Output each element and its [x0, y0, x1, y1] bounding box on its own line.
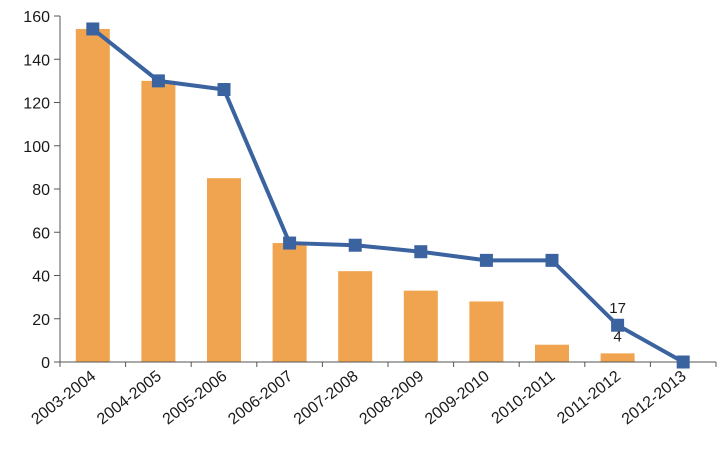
x-tick-label: 2009-2010: [422, 368, 493, 429]
y-tick-label: 160: [23, 9, 50, 26]
bar-2006-2007: [273, 243, 307, 362]
y-tick-label: 100: [23, 139, 50, 156]
x-axis-ticks: 2003-20042004-20052005-20062006-20072007…: [29, 362, 716, 428]
bar-2009-2010: [469, 301, 503, 362]
line-point-2007-2008: [349, 239, 362, 252]
x-tick-label: 2012-2013: [619, 368, 690, 429]
y-tick-label: 40: [32, 269, 50, 286]
x-tick-label: 2007-2008: [291, 368, 362, 429]
bar-2004-2005: [141, 81, 175, 362]
bar-2005-2006: [207, 178, 241, 362]
y-tick-label: 0: [41, 355, 50, 372]
line-point-2006-2007: [283, 237, 296, 250]
x-tick-label: 2005-2006: [160, 368, 231, 429]
line-point-2004-2005: [152, 74, 165, 87]
y-tick-label: 20: [32, 312, 50, 329]
bar-2011-2012: [601, 353, 635, 362]
y-tick-label: 80: [32, 182, 50, 199]
x-tick-label: 2004-2005: [94, 368, 165, 429]
line-series: [93, 29, 683, 362]
x-tick-label: 2010-2011: [489, 368, 559, 428]
y-tick-label: 120: [23, 96, 50, 113]
line-point-2008-2009: [414, 245, 427, 258]
line-point-2012-2013: [677, 356, 690, 369]
bar-2008-2009: [404, 291, 438, 362]
line-point-2010-2011: [546, 254, 559, 267]
line-series-path: [93, 29, 683, 362]
x-tick-label: 2003-2004: [29, 368, 100, 429]
x-tick-label: 2011-2012: [554, 368, 624, 428]
y-tick-label: 140: [23, 52, 50, 69]
data-label: 4: [613, 328, 621, 345]
bar-2010-2011: [535, 345, 569, 362]
line-point-2009-2010: [480, 254, 493, 267]
line-point-2005-2006: [218, 83, 231, 96]
y-axis-ticks: 0 20 40 60 80 100 120 140 160: [23, 9, 60, 372]
data-label: 17: [609, 300, 626, 317]
x-tick-label: 2006-2007: [225, 368, 296, 429]
y-tick-label: 60: [32, 225, 50, 242]
bar-2007-2008: [338, 271, 372, 362]
bar-2003-2004: [76, 29, 110, 362]
line-markers: [86, 22, 689, 368]
x-tick-label: 2008-2009: [357, 368, 428, 429]
line-point-2003-2004: [86, 22, 99, 35]
